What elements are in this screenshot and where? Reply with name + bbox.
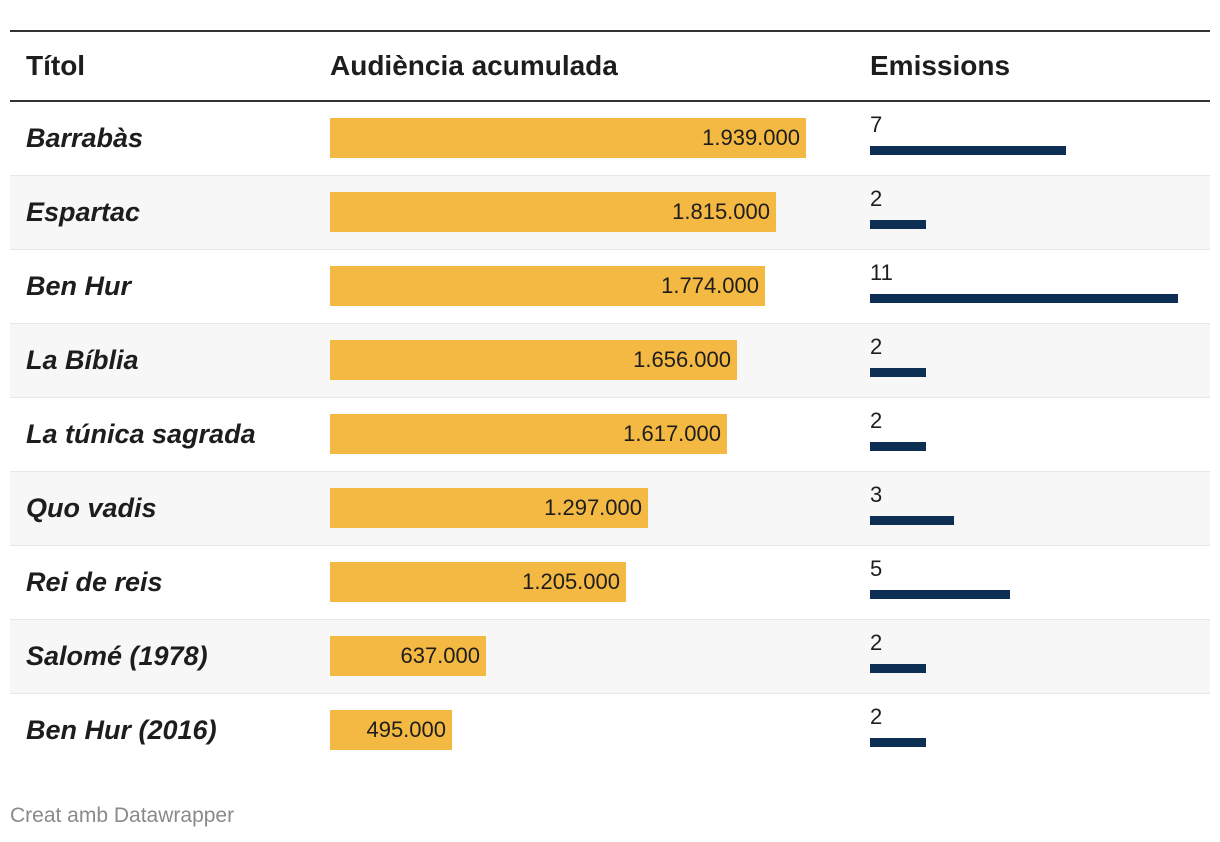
broadcasts-value: 7: [870, 112, 883, 137]
row-title: Quo vadis: [26, 493, 157, 523]
data-table: Títol Audiència acumulada Emissions Barr…: [10, 30, 1210, 767]
row-title: Ben Hur (2016): [26, 715, 217, 745]
audience-value: 637.000: [400, 643, 480, 668]
table-row: Quo vadis 1.297.000 3: [10, 472, 1210, 546]
audience-value: 1.297.000: [544, 495, 642, 520]
broadcasts-value: 11: [870, 260, 893, 285]
row-title: La túnica sagrada: [26, 419, 256, 449]
row-title: La Bíblia: [26, 345, 139, 375]
broadcasts-bar: [870, 664, 926, 673]
table-row: Espartac 1.815.000 2: [10, 176, 1210, 250]
row-title: Rei de reis: [26, 567, 163, 597]
row-title: Espartac: [26, 197, 141, 227]
broadcasts-bar: [870, 220, 926, 229]
header-audience[interactable]: Audiència acumulada: [330, 50, 618, 81]
row-title: Salomé (1978): [26, 641, 208, 671]
broadcasts-bar: [870, 590, 1010, 599]
audience-bar: [330, 488, 648, 528]
broadcasts-bar: [870, 516, 954, 525]
audience-value: 1.617.000: [623, 421, 721, 446]
broadcasts-value: 3: [870, 482, 883, 507]
audience-value: 1.815.000: [672, 199, 770, 224]
audience-bar: [330, 340, 737, 380]
audience-bar: [330, 636, 486, 676]
broadcasts-value: 2: [870, 334, 883, 359]
broadcasts-value: 2: [870, 186, 883, 211]
table-row: Rei de reis 1.205.000 5: [10, 546, 1210, 620]
broadcasts-value: 5: [870, 556, 883, 581]
table-header: Títol Audiència acumulada Emissions: [10, 32, 1210, 102]
audience-value: 1.205.000: [522, 569, 620, 594]
audience-bar: [330, 192, 776, 232]
table-row: Barrabàs 1.939.000 7: [10, 102, 1210, 176]
footer-credit[interactable]: Creat amb Datawrapper: [10, 804, 235, 827]
audience-value: 495.000: [366, 717, 446, 742]
row-title: Barrabàs: [26, 123, 144, 153]
row-title: Ben Hur: [26, 271, 132, 301]
audience-value: 1.656.000: [633, 347, 731, 372]
audience-bar: [330, 414, 727, 454]
broadcasts-bar: [870, 146, 1066, 155]
audience-value: 1.939.000: [702, 125, 800, 150]
broadcasts-bar: [870, 442, 926, 451]
table-row: Salomé (1978) 637.000 2: [10, 620, 1210, 694]
audience-value: 1.774.000: [661, 273, 759, 298]
table-row: Ben Hur 1.774.000 11: [10, 250, 1210, 324]
table-row: La Bíblia 1.656.000 2: [10, 324, 1210, 398]
broadcasts-bar: [870, 294, 1178, 303]
broadcasts-value: 2: [870, 630, 883, 655]
header-title[interactable]: Títol: [26, 50, 86, 81]
broadcasts-value: 2: [870, 408, 883, 433]
table-body: Barrabàs 1.939.000 7 Espartac 1.815.000 2 Ben …: [10, 102, 1210, 767]
audience-bar: [330, 266, 765, 306]
audience-bar: [330, 562, 626, 602]
table-row: Ben Hur (2016) 495.000 2: [10, 694, 1210, 767]
table-top-rule: [10, 30, 1210, 32]
audience-bar: [330, 118, 806, 158]
broadcasts-value: 2: [870, 704, 883, 729]
header-broadcasts[interactable]: Emissions: [870, 50, 1011, 81]
broadcasts-bar: [870, 368, 926, 377]
table-row: La túnica sagrada 1.617.000 2: [10, 398, 1210, 472]
audience-bar: [330, 710, 452, 750]
broadcasts-bar: [870, 738, 926, 747]
